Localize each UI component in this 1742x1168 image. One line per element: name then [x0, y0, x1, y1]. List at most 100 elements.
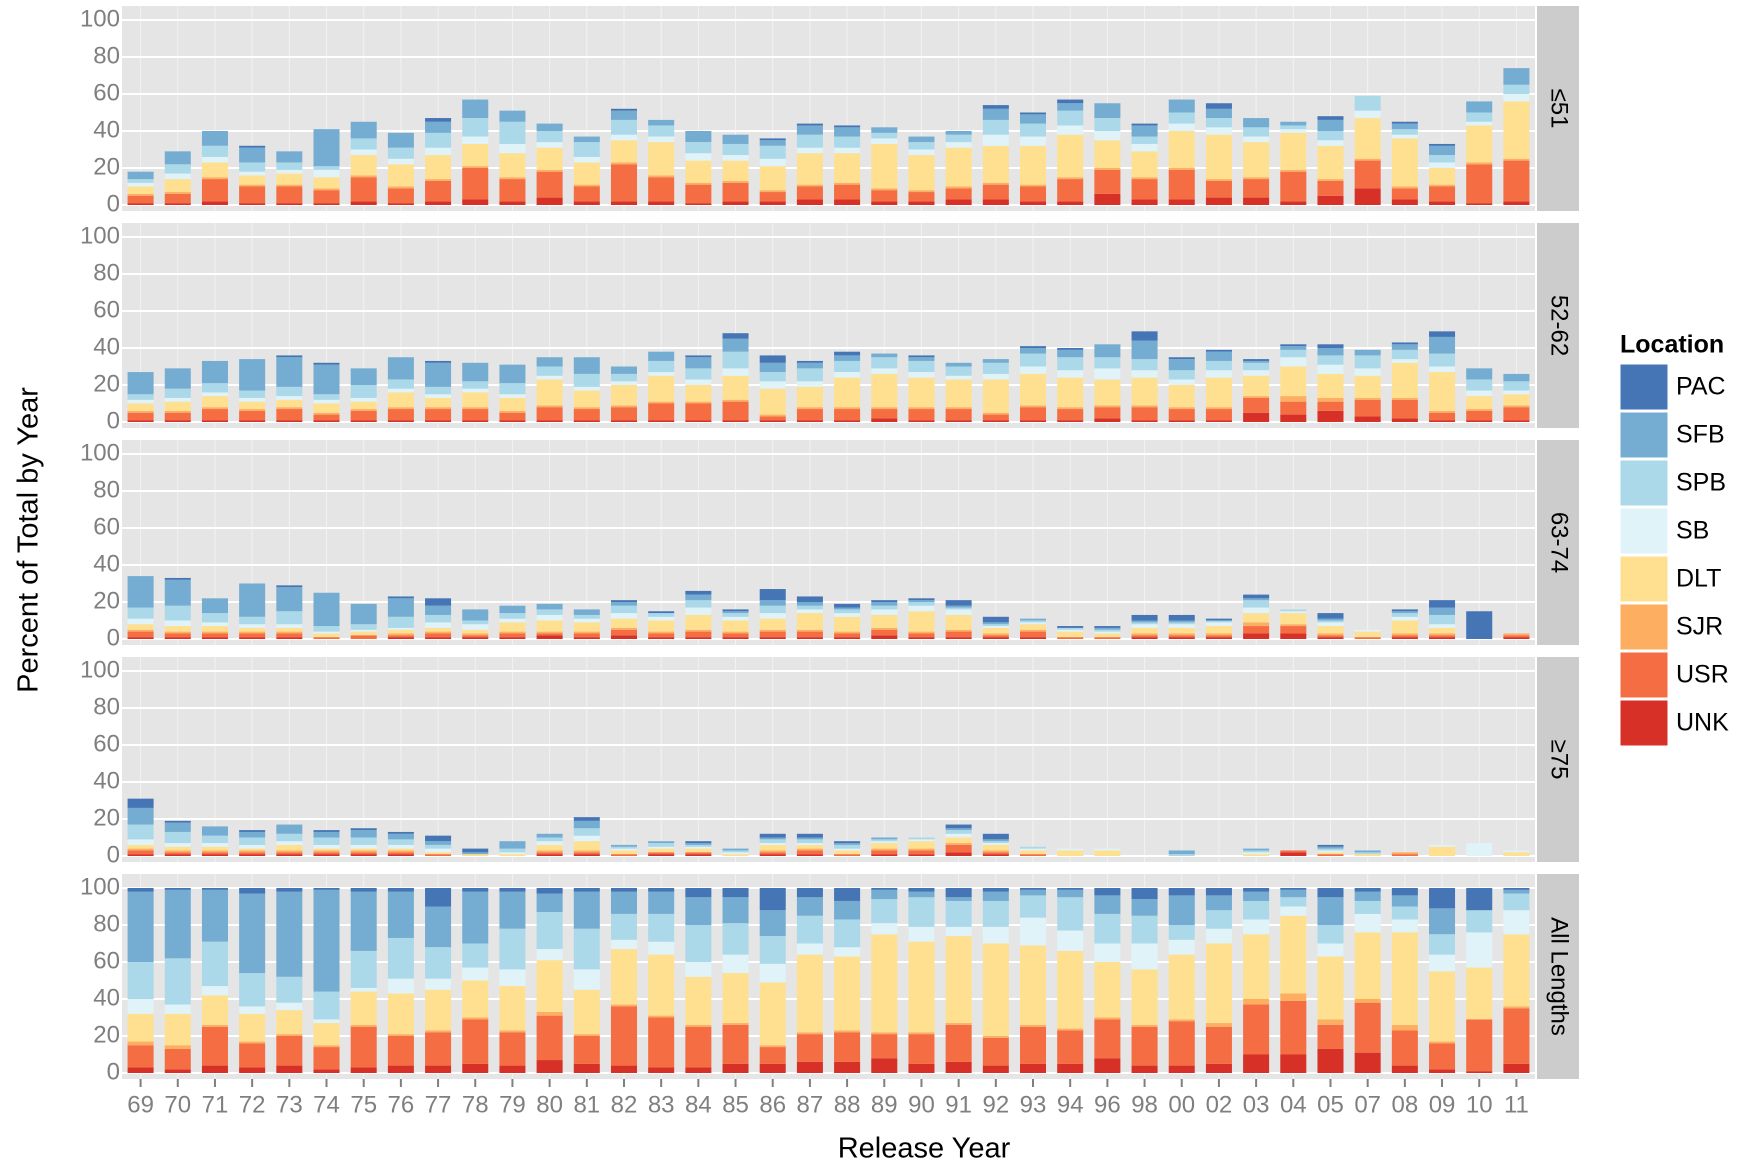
bar-segment [685, 142, 712, 154]
bar-segment [945, 186, 972, 189]
bar-segment [1391, 349, 1418, 360]
bar-segment [1168, 99, 1195, 113]
bar-segment [276, 833, 303, 842]
bar-segment [536, 169, 563, 172]
bar-segment [1019, 848, 1047, 851]
bar-segment [1243, 891, 1270, 901]
bar-segment [1205, 895, 1232, 911]
bar-segment [1429, 331, 1456, 337]
bar-segment [834, 841, 861, 844]
bar-segment [759, 1045, 786, 1048]
bar-segment [573, 817, 600, 821]
bar-segment [1466, 162, 1493, 165]
bar-segment [1019, 637, 1047, 639]
bar-segment [1057, 179, 1084, 202]
bar-segment [610, 420, 638, 422]
bar-segment [1280, 169, 1307, 172]
bar-segment [796, 839, 823, 844]
bar-segment [1317, 888, 1344, 898]
bar-segment [387, 833, 414, 840]
bar-segment [1317, 364, 1344, 374]
bar-segment [796, 848, 823, 851]
bar-segment [1019, 346, 1047, 348]
bar-segment [313, 626, 340, 632]
bar-segment [1354, 416, 1381, 422]
bar-segment [499, 397, 526, 411]
bar-segment [127, 1013, 154, 1042]
bar-segment [648, 620, 675, 632]
bar-segment [1243, 177, 1270, 180]
bar-segment [127, 854, 154, 856]
bar-segment [796, 409, 823, 421]
bar-segment [1429, 162, 1456, 168]
bar-segment [239, 1067, 266, 1073]
y-tick-label: 100 [80, 5, 120, 32]
bar-segment [685, 160, 712, 183]
bar-segment [871, 190, 898, 202]
bar-segment [834, 613, 861, 617]
bar-segment [1466, 409, 1493, 411]
bar-segment [387, 409, 414, 421]
bar-segment [573, 186, 600, 202]
bar-segment [127, 195, 154, 204]
bar-segment [425, 888, 452, 907]
bar-segment [573, 828, 600, 836]
bar-segment [127, 372, 154, 395]
bar-segment [908, 357, 935, 361]
y-tick-label: 40 [93, 767, 120, 794]
bar-segment [425, 132, 452, 148]
bar-segment [573, 969, 600, 990]
bar-segment [1168, 359, 1195, 371]
bar-segment [462, 635, 489, 638]
bar-segment [425, 179, 452, 181]
x-tick-label: 86 [759, 1091, 786, 1118]
bar-segment [1280, 344, 1307, 347]
bar-segment [871, 841, 898, 844]
legend-key [1619, 699, 1669, 747]
bar-segment [1057, 409, 1084, 421]
bar-segment [387, 379, 414, 389]
bar-segment [982, 373, 1009, 380]
bar-segment [982, 844, 1009, 851]
bar-segment [908, 372, 935, 378]
bar-segment [1168, 385, 1195, 408]
bar-segment [239, 893, 266, 974]
bar-segment [685, 852, 712, 855]
bar-segment [276, 396, 303, 400]
bar-segment [573, 409, 600, 421]
bar-segment [425, 147, 452, 156]
bar-segment [796, 125, 823, 135]
bar-segment [1131, 622, 1158, 625]
bar-segment [1205, 127, 1232, 135]
bar-segment [685, 976, 712, 1025]
bar-segment [871, 132, 898, 139]
bar-segment [1317, 119, 1344, 131]
bar-segment [1466, 368, 1493, 380]
bar-segment [1131, 123, 1158, 126]
bar-segment [276, 169, 303, 174]
bar-segment [1205, 409, 1232, 421]
bar-segment [573, 1036, 600, 1064]
bar-segment [1317, 925, 1344, 944]
bar-segment [1019, 620, 1047, 623]
bar-segment [1317, 145, 1344, 180]
bar-segment [722, 401, 749, 421]
bar-segment [536, 844, 563, 851]
bar-segment [462, 633, 489, 636]
bar-segment [276, 357, 303, 387]
bar-segment [834, 888, 861, 901]
bar-segment [499, 605, 526, 614]
bar-segment [425, 201, 452, 205]
bar-segment [685, 357, 712, 369]
bar-segment [759, 589, 786, 601]
bar-segment [164, 1004, 191, 1014]
bar-segment [499, 986, 526, 1031]
bar-segment [1317, 195, 1344, 205]
bar-segment [945, 900, 972, 927]
bar-segment [610, 119, 638, 135]
bar-segment [462, 99, 489, 119]
bar-segment [1205, 928, 1232, 944]
bar-segment [1354, 368, 1381, 376]
bar-segment [1280, 201, 1307, 205]
bar-segment [945, 833, 972, 838]
